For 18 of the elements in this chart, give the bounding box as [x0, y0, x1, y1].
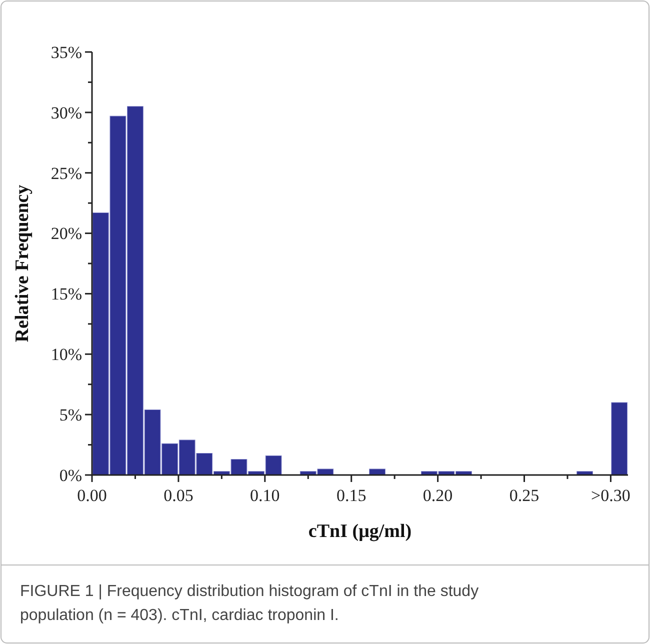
- x-tick-label: 0.15: [336, 486, 366, 505]
- y-tick-label: 35%: [50, 42, 82, 62]
- y-tick-label: 15%: [50, 284, 82, 304]
- y-tick-label: 20%: [50, 224, 82, 244]
- y-tick-label: 30%: [50, 103, 82, 122]
- y-tick-label: 0%: [59, 466, 82, 485]
- x-axis-title: cTnI (μg/ml): [308, 521, 412, 542]
- x-tick-label: 0.00: [77, 486, 107, 505]
- y-tick-label: 5%: [59, 406, 82, 425]
- x-tick-label: >0.30: [591, 486, 630, 505]
- x-tick-label: 0.25: [509, 486, 540, 505]
- x-tick-label: 0.05: [164, 486, 194, 505]
- caption: FIGURE 1 | Frequency distribution histogram of cTnI in the study population (n = 403). cTnI, cardiac troponin I.: [20, 583, 479, 624]
- x-tick-label: 0.20: [422, 486, 453, 505]
- y-tick-label: 25%: [50, 164, 82, 183]
- y-tick-label: 10%: [50, 345, 82, 364]
- y-axis-title: Relative Frequency: [12, 184, 33, 342]
- x-tick-label: 0.10: [250, 486, 280, 505]
